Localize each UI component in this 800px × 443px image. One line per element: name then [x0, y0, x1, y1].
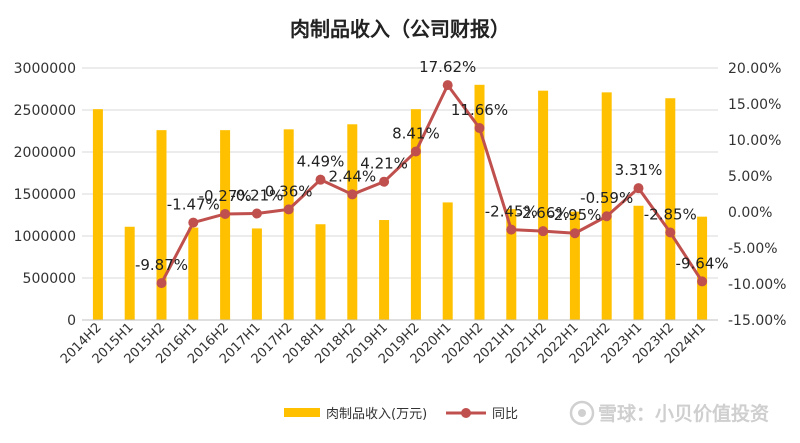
data-label: -2.85%: [644, 206, 697, 224]
line-point: [569, 228, 580, 239]
y-left-tick-label: 2000000: [14, 145, 76, 161]
data-label: 8.41%: [392, 124, 440, 142]
legend: 肉制品收入(万元) 同比: [284, 407, 518, 422]
watermark-text: 雪球：小贝价值投资: [598, 402, 769, 425]
bar: [506, 209, 517, 320]
data-label: 17.62%: [419, 58, 476, 76]
bar-series: [92, 84, 708, 321]
chart-title: 肉制品收入（公司财报）: [290, 17, 510, 41]
bar: [569, 211, 580, 320]
bar: [474, 84, 485, 320]
legend-swatch-bar: [284, 408, 320, 417]
line-point: [251, 208, 262, 219]
line-point: [379, 176, 390, 187]
line-point: [347, 189, 358, 200]
data-label: -0.59%: [580, 189, 633, 207]
y-right-tick-label: -5.00%: [728, 241, 778, 257]
bar: [665, 98, 676, 321]
y-axis-left: 0 500000 1000000 1500000 2000000 2500000 30000…: [14, 61, 76, 329]
y-axis-right: -15.00% -10.00% -5.00% 0.00% 5.00% 10.00% 15.0…: [728, 61, 786, 329]
watermark: 雪球：小贝价值投资: [569, 400, 769, 426]
line-point: [442, 80, 453, 91]
bar: [601, 92, 612, 320]
data-label: 11.66%: [451, 101, 508, 119]
data-label: -0.21%: [230, 187, 283, 205]
line-series: -9.87% -1.47%-0.27%-0.21%0.36% 4.49%2.44%4…: [135, 58, 729, 289]
line-point: [697, 276, 708, 287]
bar: [156, 130, 167, 320]
bar: [410, 109, 421, 320]
legend-marker-line: [461, 408, 471, 418]
bar: [315, 224, 326, 320]
bar: [442, 202, 453, 320]
watermark-logo-icon: [569, 400, 595, 426]
line-point: [410, 146, 421, 157]
gridlines: [82, 67, 718, 321]
bar: [220, 130, 231, 320]
data-label: 3.31%: [615, 161, 663, 179]
y-left-tick-label: 3000000: [14, 61, 76, 77]
data-label: -1.47%: [167, 196, 220, 214]
legend-label-bar: 肉制品收入(万元): [326, 407, 427, 422]
y-right-tick-label: -10.00%: [728, 277, 786, 293]
y-right-tick-label: 5.00%: [728, 169, 772, 185]
line-point: [601, 211, 612, 222]
y-right-tick-label: 20.00%: [728, 61, 781, 77]
bar: [633, 205, 644, 320]
line-point: [315, 174, 326, 185]
y-left-tick-label: 1500000: [14, 187, 76, 203]
y-left-tick-label: 2500000: [14, 103, 76, 119]
line-point: [220, 208, 231, 219]
y-right-tick-label: 0.00%: [728, 205, 772, 221]
x-axis: 2014H22015H12015H22016H12016H22017H12017…: [58, 319, 718, 367]
y-left-tick-label: 500000: [23, 271, 76, 287]
bar: [697, 216, 708, 320]
bar: [347, 124, 358, 320]
bar: [251, 228, 262, 320]
bar: [379, 220, 390, 320]
bar: [124, 226, 135, 320]
bar: [283, 129, 294, 320]
y-right-tick-label: 10.00%: [728, 133, 781, 149]
y-left-tick-label: 1000000: [14, 229, 76, 245]
line-point: [156, 278, 167, 289]
data-label: 4.21%: [360, 155, 408, 173]
data-label: 4.49%: [297, 153, 345, 171]
data-label: -2.66%: [517, 204, 570, 222]
legend-label-line: 同比: [492, 407, 518, 422]
data-label: -9.87%: [135, 256, 188, 274]
line-point: [665, 227, 676, 238]
data-label: 2.44%: [328, 167, 376, 185]
y-right-tick-label: -15.00%: [728, 313, 786, 329]
y-right-tick-label: 15.00%: [728, 97, 781, 113]
bar: [538, 90, 549, 321]
y-left-tick-label: 0: [67, 313, 76, 329]
data-label: -2.45%: [485, 203, 538, 221]
line-point: [188, 217, 199, 228]
line-point: [506, 224, 517, 235]
data-label: -2.95%: [548, 206, 601, 224]
line-point: [538, 226, 549, 237]
line-point: [633, 183, 644, 194]
line-path: [160, 83, 704, 284]
line-point: [283, 204, 294, 215]
data-label: -9.64%: [676, 254, 729, 272]
data-label: 0.36%: [265, 182, 313, 200]
line-point: [474, 123, 485, 134]
bar: [188, 227, 199, 320]
data-label: -0.27%: [199, 187, 252, 205]
watermark-logo-dot: [578, 409, 586, 417]
bar: [92, 109, 103, 320]
